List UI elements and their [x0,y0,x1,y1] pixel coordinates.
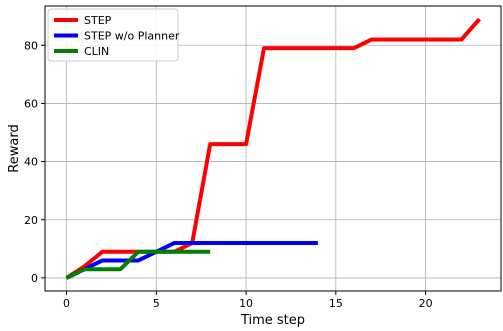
y-tick-label: 80 [24,39,38,52]
plot-frame [44,5,502,292]
y-tick-label: 60 [24,97,38,110]
y-tick-label: 40 [24,156,38,169]
x-tick-label: 5 [153,297,160,310]
series-line-step [65,17,481,280]
x-axis-title: Time step [240,313,305,328]
legend-label-step-w-o-planner: STEP w/o Planner [84,30,180,43]
x-tick-label: 20 [419,297,433,310]
legend-box [47,8,179,62]
series-layer [65,17,481,280]
y-axis-title: Reward [7,124,22,172]
legend-label-clin: CLIN [84,45,109,58]
series-line-step-w-o-planner [65,241,318,280]
x-tick-label: 0 [63,297,70,310]
axes-layer: 0 5 10 15 20 0 20 40 60 80 Time step Reward [7,5,502,328]
series-line-clin [65,249,211,280]
x-tick-label: 10 [239,297,253,310]
y-tick-label: 0 [31,272,38,285]
y-tick-label: 20 [24,214,38,227]
x-tick-label: 15 [329,297,343,310]
legend: STEP STEP w/o Planner CLIN [47,8,180,62]
legend-label-step: STEP [84,14,112,27]
